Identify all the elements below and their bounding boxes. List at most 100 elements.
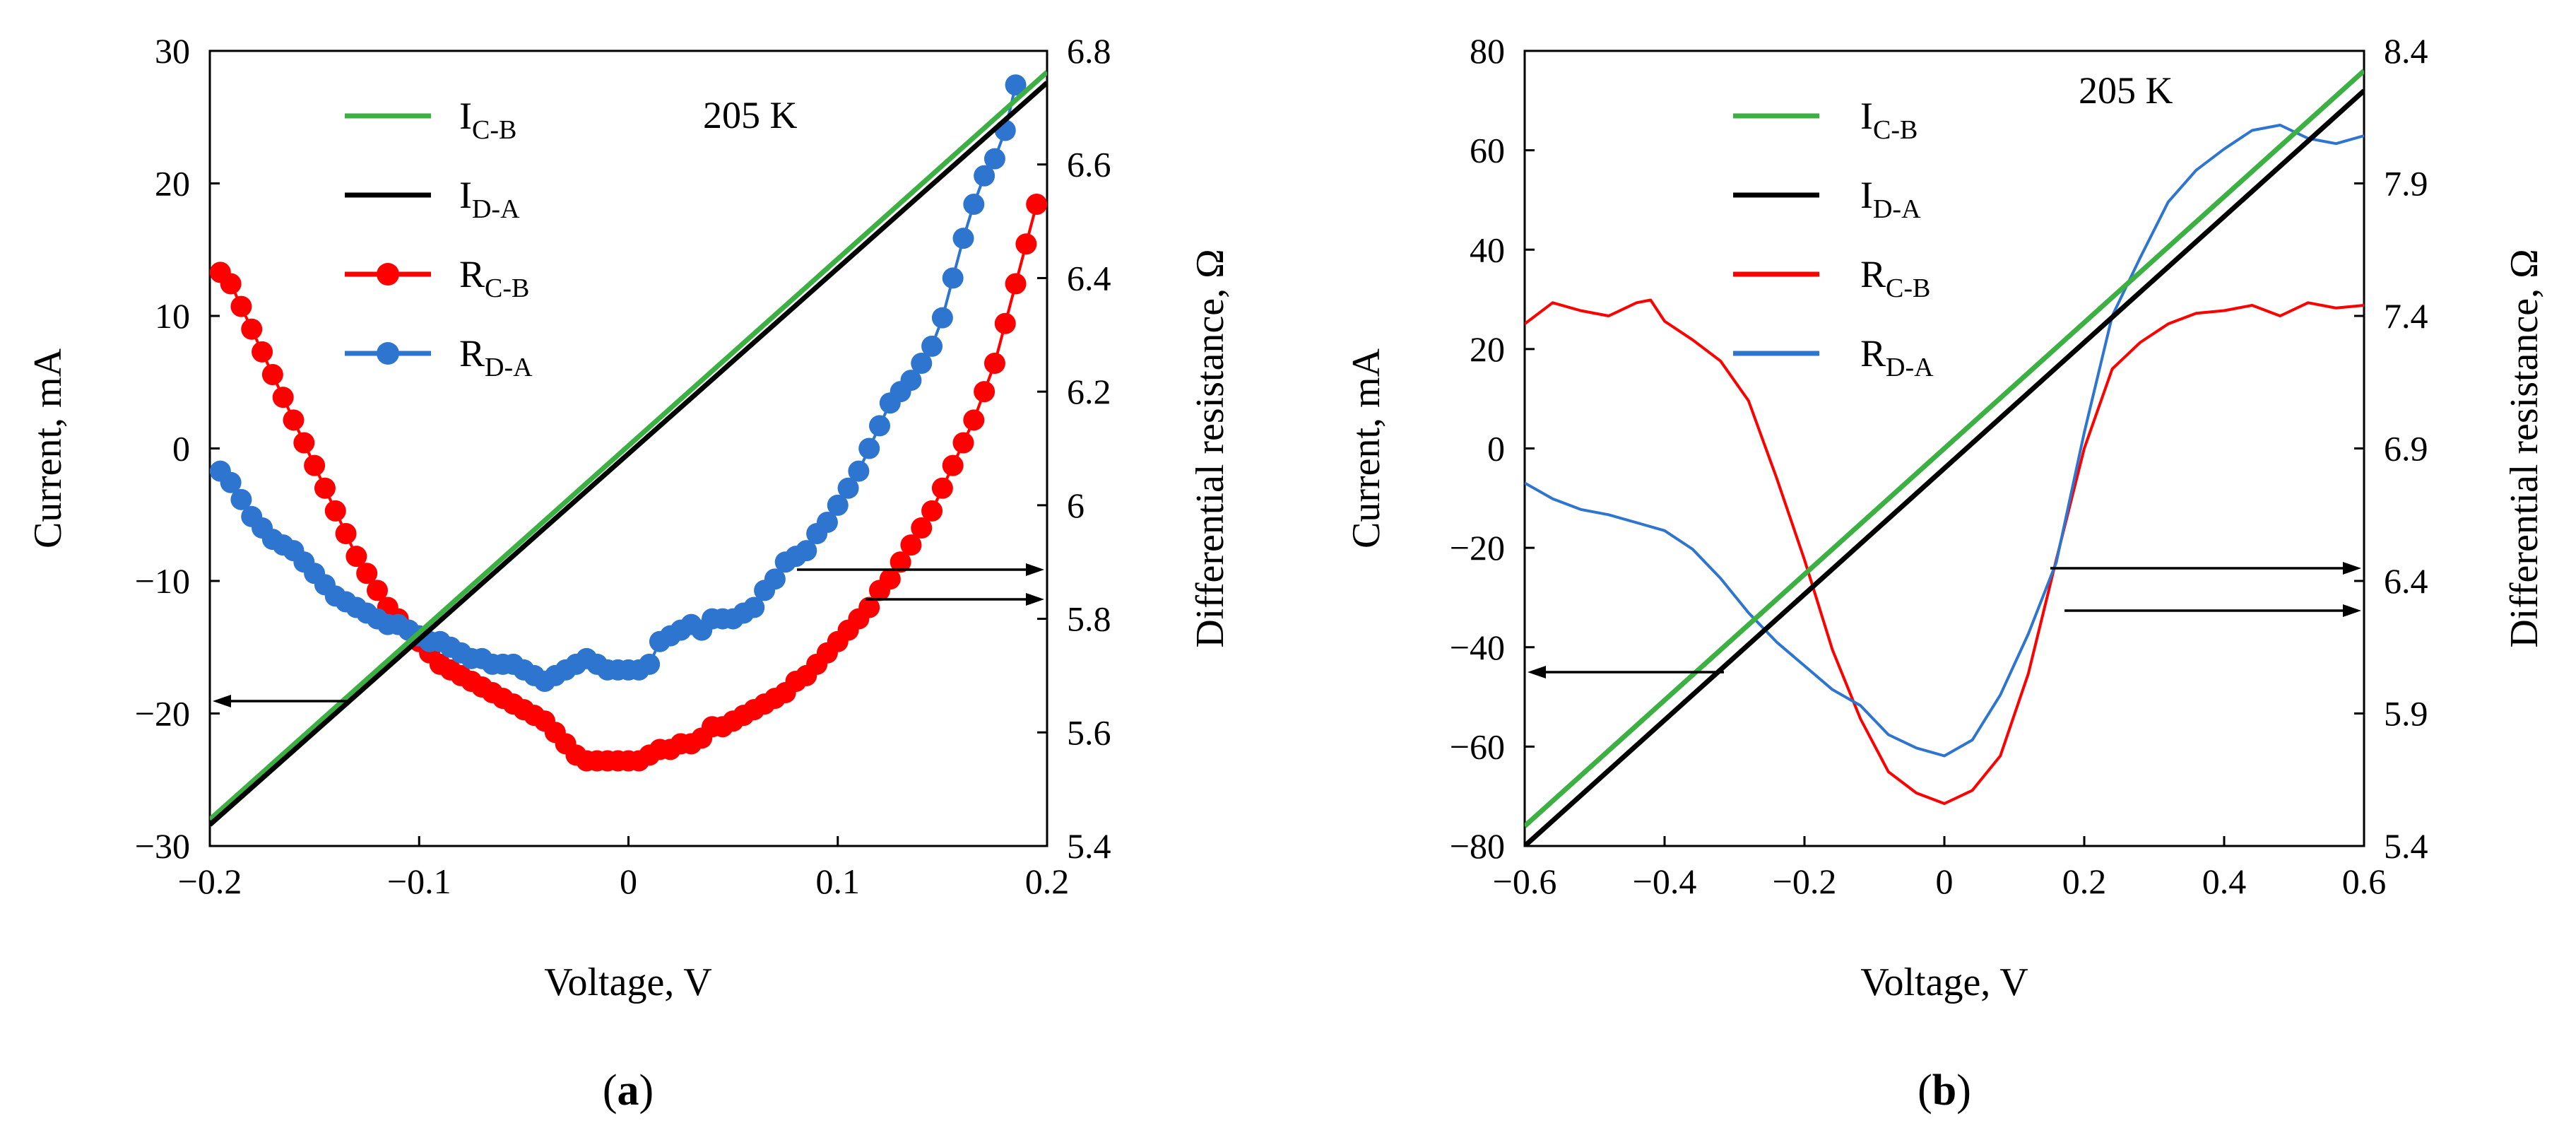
data-point-r-d-a <box>639 653 661 675</box>
x-tick-label: 0.4 <box>2202 862 2247 901</box>
legend-label: ID-A <box>1860 174 1921 224</box>
data-point-r-c-b <box>252 341 273 363</box>
panel-b: −0.6 −0.4 −0.2 0 0.2 0.4 0.6 80 60 40 20 0 −20 −40 −60… <box>1345 31 2546 1115</box>
data-point-r-c-b <box>367 580 388 601</box>
series-line-i-d-a <box>210 81 1047 827</box>
y-tick-label: −20 <box>1450 528 1505 568</box>
axis-arrow-head <box>2343 562 2361 575</box>
y-tick-label: 60 <box>1470 131 1505 170</box>
data-point-r-d-a <box>837 477 859 499</box>
data-point-r-c-b <box>1005 273 1027 295</box>
axis-arrow-head <box>213 695 231 707</box>
data-layer <box>1525 69 2364 846</box>
data-point-r-c-b <box>345 546 367 568</box>
legend-label: IC-B <box>459 95 516 145</box>
data-point-r-c-b <box>304 454 326 476</box>
x-tick-label: 0 <box>620 862 637 901</box>
data-point-r-d-a <box>911 352 933 374</box>
data-point-r-c-b <box>879 568 901 590</box>
data-point-r-d-a <box>869 415 890 437</box>
axis-arrow-head <box>1528 666 1546 678</box>
y-tick-label: 30 <box>155 31 190 71</box>
y-tick-label: 0 <box>172 429 190 469</box>
series-line-i-c-b <box>1525 69 2364 828</box>
y-tick-label: 20 <box>155 164 190 204</box>
data-point-r-c-b <box>283 409 305 431</box>
data-point-r-d-a <box>230 488 252 510</box>
y2-axis-label: Differential resistance, Ω <box>2503 249 2546 648</box>
data-point-r-d-a <box>952 228 974 249</box>
x-tick-label: −0.2 <box>1773 862 1837 901</box>
data-point-r-d-a <box>931 307 953 329</box>
data-point-r-d-a <box>827 494 849 516</box>
x-axis-label: Voltage, V <box>1860 960 2028 1004</box>
x-axis-label: Voltage, V <box>544 960 711 1004</box>
y-tick-label: 10 <box>155 296 190 336</box>
data-point-r-c-b <box>261 364 283 386</box>
axis-arrow-head <box>1026 563 1044 576</box>
data-point-r-d-a <box>1005 74 1027 96</box>
data-point-r-d-a <box>796 540 817 562</box>
legend-label: IC-B <box>1860 95 1918 145</box>
y2-tick-label: 5.9 <box>2384 694 2428 734</box>
y-axis-label: Current, mA <box>26 348 70 548</box>
x-tick-label: −0.4 <box>1633 862 1697 901</box>
data-point-r-c-b <box>272 387 294 409</box>
y2-tick-label: 6.4 <box>1067 258 1111 298</box>
y-tick-label: −60 <box>1450 727 1505 766</box>
data-point-r-c-b <box>921 500 943 522</box>
data-point-r-c-b <box>994 312 1016 334</box>
data-point-r-c-b <box>911 517 933 539</box>
legend-label: RC-B <box>459 253 529 303</box>
data-point-r-d-a <box>816 511 838 533</box>
y2-tick-label: 5.4 <box>2384 826 2428 866</box>
data-point-r-d-a <box>921 335 943 357</box>
y2-axis-label: Differential resistance, Ω <box>1188 249 1232 648</box>
data-point-r-c-b <box>220 273 242 295</box>
data-point-r-c-b <box>942 454 964 476</box>
y-tick-label: −40 <box>1450 628 1505 667</box>
axis-arrow-head <box>2343 604 2361 617</box>
y2-tick-label: 6.8 <box>1067 31 1111 71</box>
data-point-r-d-a <box>858 437 880 459</box>
x-tick-label: −0.2 <box>178 862 242 901</box>
series-line-i-c-b <box>210 70 1047 822</box>
data-point-r-c-b <box>293 432 315 454</box>
data-point-r-d-a <box>764 568 786 590</box>
y-tick-label: 0 <box>1487 429 1505 469</box>
y2-tick-label: 5.6 <box>1067 712 1111 752</box>
y2-tick-label: 7.9 <box>2384 164 2428 204</box>
legend-label: RD-A <box>1860 332 1934 382</box>
y2-tick-label: 6.9 <box>2384 429 2428 469</box>
data-point-r-d-a <box>900 370 922 392</box>
data-point-r-d-a <box>220 471 242 493</box>
y-tick-label: −30 <box>135 826 190 866</box>
legend-label: RC-B <box>1860 253 1930 303</box>
temperature-annotation: 205 K <box>2079 69 2173 112</box>
y-tick-label: 20 <box>1470 329 1505 369</box>
y-tick-label: −20 <box>135 694 190 734</box>
y2-tick-label: 5.4 <box>1067 826 1111 866</box>
data-point-r-c-b <box>890 551 911 573</box>
legend-marker <box>377 263 399 286</box>
data-point-r-d-a <box>743 597 765 618</box>
data-point-r-c-b <box>931 477 953 499</box>
data-point-r-c-b <box>324 500 346 522</box>
y-tick-label: 40 <box>1470 230 1505 269</box>
y2-tick-label: 6.6 <box>1067 145 1111 184</box>
x-tick-label: −0.6 <box>1493 862 1557 901</box>
data-point-r-c-b <box>963 409 985 431</box>
data-point-r-c-b <box>356 563 378 584</box>
data-point-r-c-b <box>314 477 336 499</box>
y2-tick-label: 6.2 <box>1067 372 1111 411</box>
data-point-r-c-b <box>900 534 922 556</box>
x-tick-label: −0.1 <box>387 862 451 901</box>
data-point-r-c-b <box>983 352 1005 374</box>
series-line-i-d-a <box>1525 88 2364 846</box>
y2-tick-label: 5.8 <box>1067 599 1111 639</box>
legend-label: ID-A <box>459 174 520 224</box>
panel-label: (b) <box>1918 1066 1971 1115</box>
data-point-r-c-b <box>1026 193 1047 215</box>
y2-tick-label: 6 <box>1067 486 1085 525</box>
